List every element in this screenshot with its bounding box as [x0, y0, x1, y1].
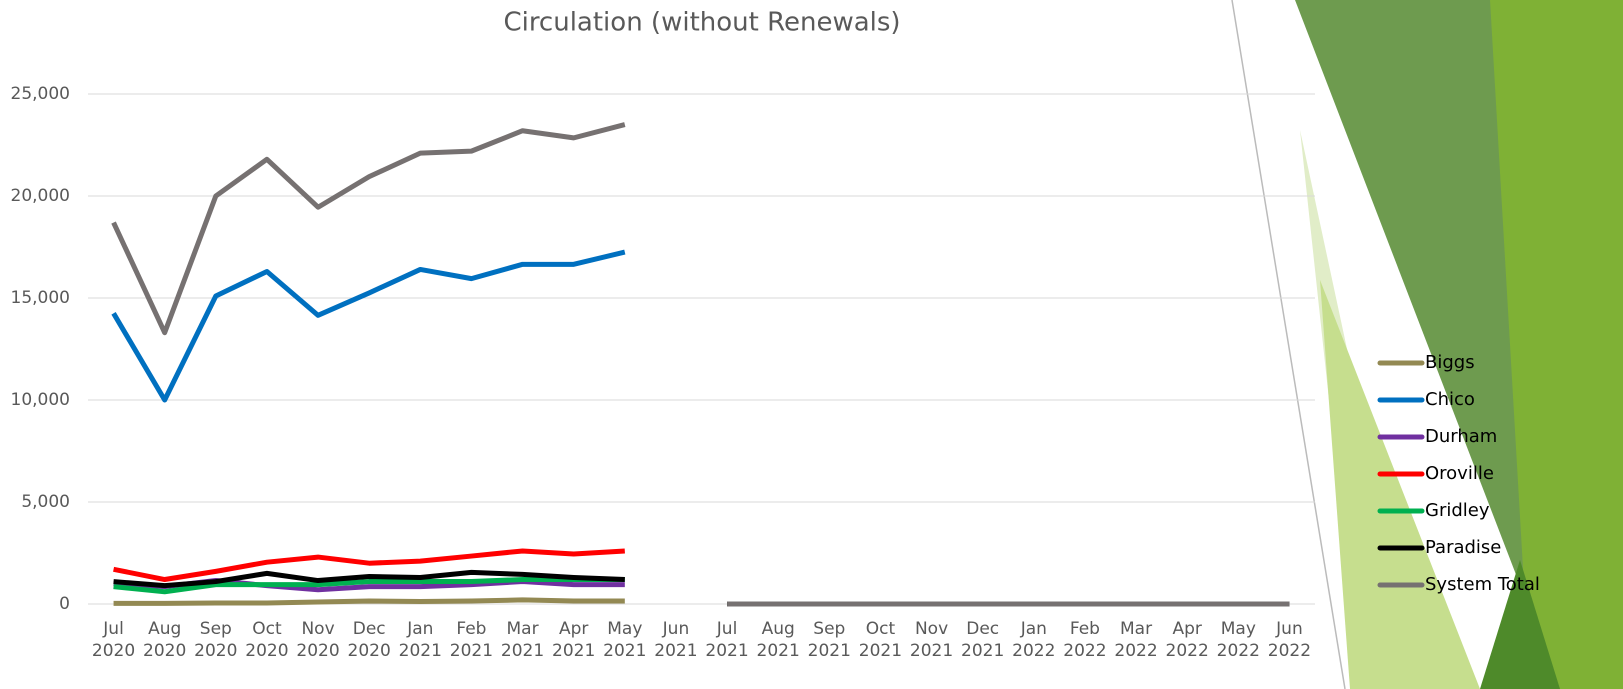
y-tick-label: 10,000: [11, 390, 70, 410]
y-tick-label: 25,000: [11, 84, 70, 104]
line-series: [111, 249, 1290, 607]
x-tick-label: Jan 2022: [1012, 619, 1056, 661]
x-tick-label: Oct 2021: [858, 619, 903, 661]
y-tick-label: 5,000: [21, 492, 70, 512]
legend-label: System Total: [1425, 574, 1540, 595]
x-tick-label: Feb 2021: [449, 619, 494, 661]
x-tick-label: Jun 2022: [1267, 619, 1312, 661]
legend-label: Oroville: [1425, 463, 1494, 484]
legend-label: Biggs: [1425, 352, 1475, 373]
x-tick-label: Mar 2021: [500, 619, 545, 661]
x-tick-label: May 2021: [603, 619, 647, 661]
x-tick-label: Jul 2020: [91, 619, 136, 661]
decor-shape: [1320, 280, 1480, 689]
x-tick-label: Jul 2021: [705, 619, 749, 661]
x-tick-label: Apr 2022: [1165, 619, 1209, 661]
y-tick-label: 0: [59, 594, 70, 614]
legend-label: Chico: [1425, 389, 1475, 410]
x-tick-label: Nov 2021: [909, 619, 954, 661]
y-tick-label: 15,000: [11, 288, 70, 308]
x-tick-label: Dec 2020: [347, 619, 391, 661]
line-series: [111, 122, 1290, 607]
y-tick-label: 20,000: [11, 186, 70, 206]
x-tick-label: May 2022: [1216, 619, 1260, 661]
legend-label: Durham: [1425, 426, 1497, 447]
x-tick-label: Dec 2021: [961, 619, 1005, 661]
x-tick-label: Apr 2021: [552, 619, 596, 661]
x-tick-label: Oct 2020: [245, 619, 289, 661]
x-tick-label: Feb 2022: [1063, 619, 1107, 661]
decor-line: [1231, 0, 1346, 689]
legend-label: Paradise: [1425, 537, 1501, 558]
chart-title: Circulation (without Renewals): [503, 8, 900, 38]
x-tick-label: Jun 2021: [654, 619, 698, 661]
x-tick-label: Aug 2020: [143, 619, 187, 661]
x-tick-label: Sep 2020: [194, 619, 238, 661]
x-tick-label: Mar 2022: [1114, 619, 1158, 661]
decor-shape: [1490, 0, 1623, 689]
decor-shape: [1480, 560, 1560, 689]
decoration: [1231, 0, 1623, 689]
x-tick-label: Aug 2021: [756, 619, 800, 661]
x-tick-label: Sep 2021: [807, 619, 851, 661]
x-tick-label: Nov 2020: [296, 619, 340, 661]
legend-label: Gridley: [1425, 500, 1490, 521]
x-tick-label: Jan 2021: [398, 619, 442, 661]
